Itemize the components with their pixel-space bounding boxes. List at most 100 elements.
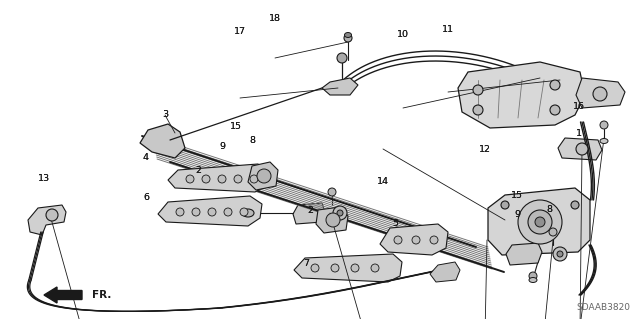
Text: 10: 10 — [397, 30, 409, 39]
Text: 3: 3 — [162, 110, 168, 119]
Text: 13: 13 — [38, 174, 49, 182]
FancyArrow shape — [44, 287, 82, 303]
Circle shape — [176, 208, 184, 216]
Text: 2: 2 — [307, 206, 314, 215]
Text: 8: 8 — [250, 137, 256, 145]
Circle shape — [576, 143, 588, 155]
Text: SDAAB3820: SDAAB3820 — [576, 303, 630, 312]
Circle shape — [202, 175, 210, 183]
Text: 6: 6 — [143, 193, 149, 202]
Circle shape — [529, 272, 537, 280]
Text: 10: 10 — [397, 30, 409, 39]
Text: 1: 1 — [576, 130, 582, 138]
Polygon shape — [576, 78, 625, 108]
Circle shape — [550, 105, 560, 115]
Polygon shape — [28, 205, 66, 235]
Polygon shape — [316, 207, 348, 233]
Text: 7: 7 — [303, 259, 309, 268]
Circle shape — [394, 236, 402, 244]
Text: 9: 9 — [514, 210, 520, 219]
Text: 4: 4 — [143, 153, 149, 162]
Text: 5: 5 — [392, 219, 399, 228]
Circle shape — [218, 175, 226, 183]
Circle shape — [333, 206, 347, 220]
Circle shape — [224, 208, 232, 216]
Polygon shape — [430, 262, 460, 282]
Text: 11: 11 — [442, 25, 454, 34]
Circle shape — [192, 208, 200, 216]
Text: 8: 8 — [250, 137, 256, 145]
Circle shape — [430, 236, 438, 244]
Circle shape — [553, 247, 567, 261]
Text: 12: 12 — [479, 145, 491, 154]
Ellipse shape — [529, 278, 537, 283]
Text: FR.: FR. — [92, 290, 111, 300]
Circle shape — [550, 80, 560, 90]
Polygon shape — [488, 188, 590, 255]
Circle shape — [412, 236, 420, 244]
Circle shape — [257, 169, 271, 183]
Circle shape — [344, 34, 352, 42]
Polygon shape — [558, 138, 602, 160]
Circle shape — [528, 210, 552, 234]
Polygon shape — [158, 196, 262, 226]
Text: 13: 13 — [38, 174, 49, 182]
Text: 17: 17 — [234, 27, 246, 36]
Text: 5: 5 — [392, 219, 399, 228]
Polygon shape — [294, 254, 402, 282]
Circle shape — [46, 209, 58, 221]
Polygon shape — [322, 78, 358, 95]
Circle shape — [208, 208, 216, 216]
Circle shape — [557, 251, 563, 257]
Circle shape — [371, 264, 379, 272]
Text: 16: 16 — [573, 102, 585, 111]
Text: 2: 2 — [195, 166, 202, 175]
Circle shape — [600, 121, 608, 129]
Circle shape — [337, 53, 347, 63]
Text: 15: 15 — [230, 122, 241, 131]
Text: 9: 9 — [220, 142, 226, 151]
Text: 4: 4 — [143, 153, 149, 162]
Text: 8: 8 — [546, 205, 552, 214]
Circle shape — [571, 201, 579, 209]
Polygon shape — [293, 203, 325, 224]
Circle shape — [549, 228, 557, 236]
Text: 9: 9 — [514, 210, 520, 219]
Circle shape — [501, 201, 509, 209]
Circle shape — [518, 200, 562, 244]
Circle shape — [473, 85, 483, 95]
Polygon shape — [248, 162, 278, 190]
Circle shape — [311, 264, 319, 272]
Polygon shape — [140, 124, 185, 158]
Circle shape — [234, 175, 242, 183]
Text: 1: 1 — [576, 130, 582, 138]
Circle shape — [326, 213, 340, 227]
Text: 16: 16 — [573, 102, 585, 111]
Text: 15: 15 — [230, 122, 241, 131]
Text: 3: 3 — [162, 110, 168, 119]
Circle shape — [186, 175, 194, 183]
Text: 14: 14 — [377, 177, 388, 186]
Circle shape — [535, 217, 545, 227]
Circle shape — [250, 175, 258, 183]
Circle shape — [473, 105, 483, 115]
Text: 2: 2 — [195, 166, 202, 175]
Circle shape — [351, 264, 359, 272]
Circle shape — [593, 87, 607, 101]
Circle shape — [328, 188, 336, 196]
Text: 2: 2 — [307, 206, 314, 215]
Ellipse shape — [242, 209, 254, 217]
Text: 17: 17 — [234, 27, 246, 36]
Circle shape — [331, 264, 339, 272]
Text: 12: 12 — [479, 145, 491, 154]
Ellipse shape — [344, 33, 351, 38]
Polygon shape — [458, 62, 585, 128]
Text: 11: 11 — [442, 25, 454, 34]
Text: 14: 14 — [377, 177, 388, 186]
Text: 18: 18 — [269, 14, 281, 23]
Ellipse shape — [600, 138, 608, 144]
Text: 18: 18 — [269, 14, 281, 23]
Circle shape — [240, 208, 248, 216]
Text: 15: 15 — [511, 191, 523, 200]
Circle shape — [337, 210, 343, 216]
